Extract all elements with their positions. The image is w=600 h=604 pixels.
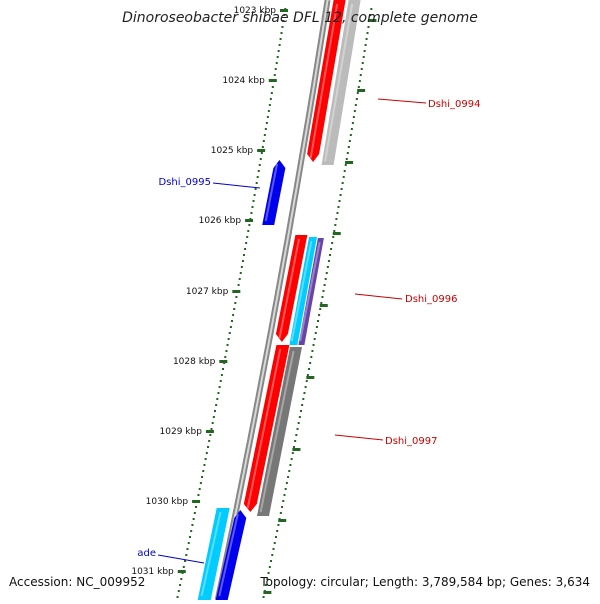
tick-mark [245, 219, 254, 222]
gene-label: Dshi_0996 [405, 294, 457, 305]
gene-label: Dshi_0994 [428, 99, 480, 110]
tick-mark [192, 500, 201, 503]
dshi-0994-cds [307, 0, 346, 162]
gene-leader-line [377, 98, 427, 104]
tick-label: 1028 kbp [173, 357, 216, 367]
tick-label: 1029 kbp [160, 427, 203, 437]
ade-feature-cyan [197, 508, 230, 600]
inner-dotted-ring [262, 8, 373, 598]
tick-label: 1031 kbp [131, 567, 174, 577]
gene-label: Dshi_0995 [159, 177, 211, 188]
tick-label: 1025 kbp [211, 146, 254, 156]
tick-label: 1023 kbp [234, 6, 277, 16]
tick-mark [268, 79, 277, 82]
inner-tick-mark [306, 376, 315, 379]
dshi-0996-feature-cyan-gloss [290, 240, 313, 342]
dshi-0997-cds [243, 345, 290, 512]
dshi-0995-gene [262, 160, 286, 225]
inner-tick-mark [345, 161, 354, 164]
dshi-0994-gene [321, 0, 361, 165]
accession-text: Accession: NC_009952 [9, 575, 146, 589]
tick-label: 1026 kbp [199, 216, 242, 226]
genome-summary: Topology: circular; Length: 3,789,584 bp… [260, 575, 590, 589]
gene-label: ade [137, 548, 156, 559]
inner-tick-mark [292, 448, 301, 451]
inner-tick-mark [332, 232, 341, 235]
ade-gene [215, 510, 247, 600]
tick-mark [280, 9, 288, 12]
dshi-0995-gene-gloss [264, 163, 279, 222]
dshi-0997-gene [257, 347, 302, 516]
tick-mark [177, 570, 186, 573]
tick-label: 1024 kbp [222, 76, 265, 86]
feature-track [197, 0, 361, 600]
dshi-0996-cds-gloss [278, 238, 300, 339]
dshi-0996-feature-purple [298, 238, 324, 345]
ade-gene-gloss [218, 513, 239, 597]
tick-mark [257, 149, 266, 152]
map-title: Dinoroseobacter shibae DFL 12, complete … [122, 10, 478, 26]
dshi-0997-cds-gloss [246, 348, 282, 509]
gene-leader-line [334, 434, 384, 441]
tick-mark [232, 290, 241, 293]
inner-tick-mark [368, 19, 377, 22]
backbone [214, 0, 331, 601]
dshi-0994-gene-gloss [324, 3, 354, 162]
inner-tick-mark [357, 89, 366, 92]
dshi-0996-cds [275, 235, 308, 342]
gene-label: Dshi_0997 [385, 436, 437, 447]
inner-tick-mark [319, 304, 328, 307]
gene-leader-line [212, 182, 261, 189]
tick-marks: 1023 kbp 1024 kbp 1025 kbp 1026 kbp 1027 kbp… [131, 6, 377, 594]
gene-leader-line [354, 293, 403, 300]
dshi-0996-feature-purple-gloss [299, 241, 321, 342]
gene-leader-line [157, 554, 205, 564]
backbone-highlight [216, 0, 329, 601]
tick-label: 1030 kbp [146, 497, 189, 507]
inner-tick-mark [263, 591, 272, 594]
outer-dotted-ring [176, 8, 287, 598]
ade-feature-cyan-gloss [200, 511, 222, 597]
dshi-0994-cds-gloss [309, 3, 339, 159]
inner-tick-mark [278, 519, 287, 522]
dshi-0996-feature-cyan [289, 237, 317, 345]
tick-mark [219, 360, 228, 363]
tick-mark [205, 430, 214, 433]
tick-label: 1027 kbp [186, 287, 229, 297]
dshi-0997-gene-gloss [259, 350, 295, 513]
